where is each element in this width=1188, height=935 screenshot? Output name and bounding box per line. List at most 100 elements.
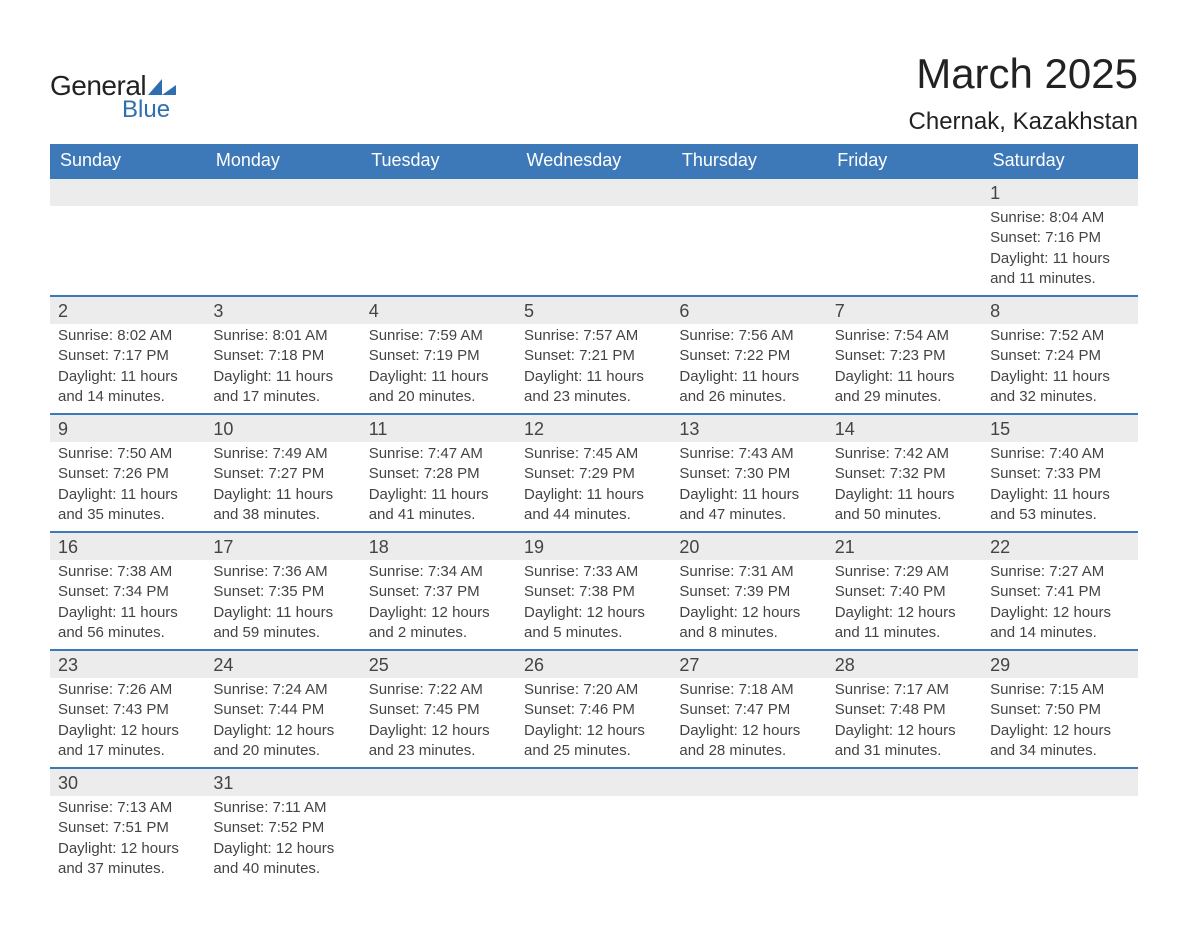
day-number: 20 (679, 537, 699, 557)
day-cell-number: 3 (205, 296, 360, 324)
daylight-line: Daylight: 12 hours and 5 minutes. (524, 603, 663, 644)
page-title: March 2025 (909, 50, 1138, 98)
logo: General Blue (50, 70, 176, 124)
sunset-line: Sunset: 7:40 PM (835, 582, 974, 602)
sunrise-line: Sunrise: 7:24 AM (213, 680, 352, 700)
sunrise-line: Sunrise: 8:02 AM (58, 326, 197, 346)
sunrise-line: Sunrise: 7:20 AM (524, 680, 663, 700)
day-cell-number: 9 (50, 414, 205, 442)
day-cell-number: 30 (50, 768, 205, 796)
sunrise-line: Sunrise: 7:33 AM (524, 562, 663, 582)
sunrise-line: Sunrise: 7:29 AM (835, 562, 974, 582)
sunset-line: Sunset: 7:18 PM (213, 346, 352, 366)
logo-shape-icon (148, 77, 176, 95)
sunset-line: Sunset: 7:38 PM (524, 582, 663, 602)
day-cell-number: 6 (671, 296, 826, 324)
day-cell-number: 28 (827, 650, 982, 678)
day-cell-number (982, 768, 1137, 796)
sunrise-line: Sunrise: 7:38 AM (58, 562, 197, 582)
calendar-table: SundayMondayTuesdayWednesdayThursdayFrid… (50, 144, 1138, 885)
daylight-line: Daylight: 12 hours and 17 minutes. (58, 721, 197, 762)
day-cell-detail: Sunrise: 7:24 AMSunset: 7:44 PMDaylight:… (205, 678, 360, 768)
day-cell-detail: Sunrise: 7:57 AMSunset: 7:21 PMDaylight:… (516, 324, 671, 414)
day-cell-detail (516, 206, 671, 296)
day-cell-detail: Sunrise: 8:04 AMSunset: 7:16 PMDaylight:… (982, 206, 1137, 296)
sunset-line: Sunset: 7:26 PM (58, 464, 197, 484)
day-cell-detail: Sunrise: 7:33 AMSunset: 7:38 PMDaylight:… (516, 560, 671, 650)
sunrise-line: Sunrise: 7:59 AM (369, 326, 508, 346)
sunset-line: Sunset: 7:43 PM (58, 700, 197, 720)
location-text: Chernak, Kazakhstan (909, 108, 1138, 136)
detail-row: Sunrise: 7:50 AMSunset: 7:26 PM Daylight:… (50, 442, 1138, 532)
sunrise-line: Sunrise: 7:43 AM (679, 444, 818, 464)
day-cell-number: 17 (205, 532, 360, 560)
day-cell-detail (361, 206, 516, 296)
sunset-line: Sunset: 7:28 PM (369, 464, 508, 484)
day-cell-detail: Sunrise: 7:50 AMSunset: 7:26 PMDaylight:… (50, 442, 205, 532)
daylight-line: Daylight: 12 hours and 40 minutes. (213, 839, 352, 880)
day-number: 25 (369, 655, 389, 675)
day-cell-detail (671, 796, 826, 885)
sunrise-line: Sunrise: 7:56 AM (679, 326, 818, 346)
daylight-line: Daylight: 11 hours and 11 minutes. (990, 249, 1129, 290)
sunset-line: Sunset: 7:16 PM (990, 228, 1129, 248)
day-cell-number (50, 178, 205, 206)
day-number: 2 (58, 301, 68, 321)
daynum-row: 1 (50, 178, 1138, 206)
day-cell-number: 13 (671, 414, 826, 442)
day-number: 11 (369, 419, 388, 439)
day-cell-detail (827, 206, 982, 296)
day-cell-number: 5 (516, 296, 671, 324)
sunset-line: Sunset: 7:19 PM (369, 346, 508, 366)
sunset-line: Sunset: 7:35 PM (213, 582, 352, 602)
daylight-line: Daylight: 11 hours and 14 minutes. (58, 367, 197, 408)
sunrise-line: Sunrise: 8:04 AM (990, 208, 1129, 228)
day-cell-number: 25 (361, 650, 516, 678)
day-cell-detail: Sunrise: 7:54 AMSunset: 7:23 PMDaylight:… (827, 324, 982, 414)
daylight-line: Daylight: 12 hours and 28 minutes. (679, 721, 818, 762)
sunset-line: Sunset: 7:39 PM (679, 582, 818, 602)
day-cell-number: 19 (516, 532, 671, 560)
day-header: Tuesday (361, 144, 516, 178)
day-cell-number: 22 (982, 532, 1137, 560)
daylight-line: Daylight: 11 hours and 44 minutes. (524, 485, 663, 526)
day-cell-detail: Sunrise: 7:38 AMSunset: 7:34 PMDaylight:… (50, 560, 205, 650)
day-cell-number: 4 (361, 296, 516, 324)
day-cell-detail: Sunrise: 7:26 AMSunset: 7:43 PMDaylight:… (50, 678, 205, 768)
sunrise-line: Sunrise: 7:26 AM (58, 680, 197, 700)
header-row: General Blue March 2025 Chernak, Kazakhs… (50, 50, 1138, 136)
day-cell-number (827, 178, 982, 206)
daylight-line: Daylight: 11 hours and 26 minutes. (679, 367, 818, 408)
sunset-line: Sunset: 7:29 PM (524, 464, 663, 484)
calendar-body: 1Sunrise: 8:04 AMSunset: 7:16 PMDaylight… (50, 178, 1138, 885)
daylight-line: Daylight: 12 hours and 2 minutes. (369, 603, 508, 644)
day-cell-number: 20 (671, 532, 826, 560)
sunrise-line: Sunrise: 7:50 AM (58, 444, 197, 464)
day-cell-detail: Sunrise: 7:40 AMSunset: 7:33 PMDaylight:… (982, 442, 1137, 532)
day-number: 9 (58, 419, 68, 439)
day-number: 27 (679, 655, 699, 675)
day-cell-detail (671, 206, 826, 296)
day-cell-number (671, 178, 826, 206)
daylight-line: Daylight: 11 hours and 59 minutes. (213, 603, 352, 644)
day-cell-number: 7 (827, 296, 982, 324)
sunrise-line: Sunrise: 7:40 AM (990, 444, 1129, 464)
day-cell-detail: Sunrise: 8:01 AMSunset: 7:18 PMDaylight:… (205, 324, 360, 414)
day-cell-number (361, 768, 516, 796)
daylight-line: Daylight: 11 hours and 50 minutes. (835, 485, 974, 526)
day-number: 28 (835, 655, 855, 675)
detail-row: Sunrise: 8:04 AMSunset: 7:16 PMDaylight:… (50, 206, 1138, 296)
sunset-line: Sunset: 7:45 PM (369, 700, 508, 720)
daylight-line: Daylight: 11 hours and 17 minutes. (213, 367, 352, 408)
sunset-line: Sunset: 7:32 PM (835, 464, 974, 484)
sunset-line: Sunset: 7:37 PM (369, 582, 508, 602)
day-cell-number (671, 768, 826, 796)
daylight-line: Daylight: 11 hours and 32 minutes. (990, 367, 1129, 408)
calendar-head: SundayMondayTuesdayWednesdayThursdayFrid… (50, 144, 1138, 178)
day-cell-detail: Sunrise: 7:13 AMSunset: 7:51 PMDaylight:… (50, 796, 205, 885)
day-cell-detail (205, 206, 360, 296)
daylight-line: Daylight: 11 hours and 29 minutes. (835, 367, 974, 408)
day-cell-detail: Sunrise: 7:47 AMSunset: 7:28 PMDaylight:… (361, 442, 516, 532)
day-cell-detail (361, 796, 516, 885)
day-number: 29 (990, 655, 1010, 675)
